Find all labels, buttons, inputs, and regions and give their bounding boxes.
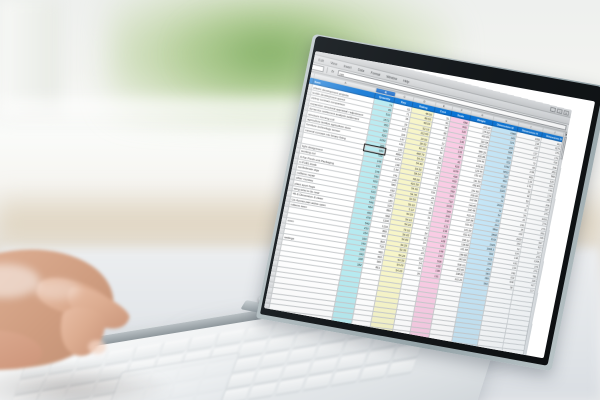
scroll-up-arrow[interactable]: ▲ bbox=[564, 132, 568, 137]
user-hand bbox=[0, 236, 260, 400]
menu-insert[interactable]: Insert bbox=[343, 63, 352, 70]
maximize-button[interactable]: □ bbox=[556, 108, 563, 114]
laptop-screen: _ □ ✕ File Edit View Insert Data Format … bbox=[264, 51, 596, 359]
menu-window[interactable]: Window bbox=[386, 74, 398, 81]
menu-data[interactable]: Data bbox=[357, 67, 365, 73]
close-button[interactable]: ✕ bbox=[563, 109, 570, 116]
function-icon[interactable]: fx bbox=[330, 69, 335, 74]
menu-format[interactable]: Format bbox=[370, 70, 381, 77]
menu-edit[interactable]: Edit bbox=[318, 57, 325, 63]
minimize-button[interactable]: _ bbox=[550, 106, 557, 113]
window-frame bbox=[0, 0, 60, 112]
toolbar-separator bbox=[326, 67, 329, 74]
menu-help[interactable]: Help bbox=[402, 78, 410, 84]
menu-view[interactable]: View bbox=[330, 60, 338, 66]
spreadsheet-application: _ □ ✕ File Edit View Insert Data Format … bbox=[264, 51, 572, 359]
